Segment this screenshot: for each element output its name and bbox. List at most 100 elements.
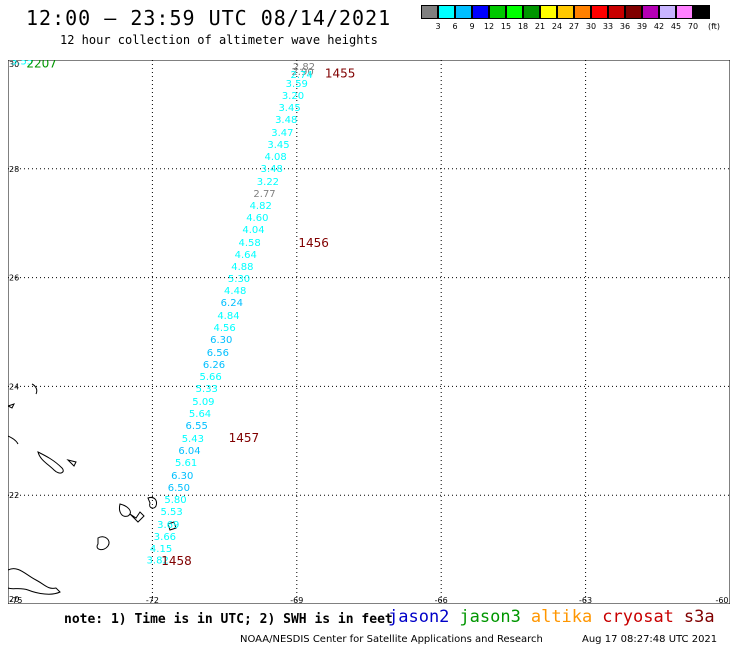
color-scale-label: 3 (435, 22, 441, 31)
color-swatch (608, 5, 625, 19)
wave-height-label: 4.48 (224, 286, 246, 297)
color-swatch (472, 5, 489, 19)
wave-height-label: 4.82 (250, 201, 272, 212)
wave-height-label: 3.59 (286, 79, 308, 90)
color-swatch (540, 5, 557, 19)
color-scale-label: 24 (551, 22, 563, 31)
color-scale-label: 21 (534, 22, 546, 31)
wave-height-label: 5.80 (164, 495, 186, 506)
satellite-legend: jason2 jason3 altika cryosat s3a (388, 607, 715, 627)
wave-height-label: 2.77 (253, 189, 275, 200)
axis-ticks: -75 -72 -69 -66 -63 -60 30 28 26 24 22 20 (9, 60, 729, 604)
y-tick-label: 30 (9, 60, 19, 69)
color-scale-unit: (ft) (707, 22, 721, 31)
pass-time-label: 1456 (298, 236, 329, 250)
color-scale-label: 15 (500, 22, 512, 31)
wave-height-label: 2.90 (291, 67, 313, 78)
wave-height-label: 3.82 (147, 556, 169, 567)
color-scale-label: 30 (585, 22, 597, 31)
color-swatch (489, 5, 506, 19)
y-tick-label: 24 (9, 382, 19, 391)
color-scale-label: 36 (619, 22, 631, 31)
color-swatch (625, 5, 642, 19)
color-swatch (523, 5, 540, 19)
y-tick-label: 26 (9, 274, 19, 283)
hispaniola-coast (8, 568, 61, 595)
wave-height-label: 6.56 (207, 348, 229, 359)
footer-note: note: 1) Time is in UTC; 2) SWH is in fe… (64, 612, 393, 627)
pass-time-labels: 1455 1456 1457 1458 2207 (26, 60, 355, 568)
pass-time-label: 1458 (161, 554, 192, 568)
wave-height-label: 5.64 (189, 409, 211, 420)
color-scale-label: 6 (452, 22, 458, 31)
wave-height-label: 5.09 (192, 397, 214, 408)
corner-wave-label: 3.55 (11, 60, 33, 68)
bahamas-island-4 (31, 383, 38, 395)
wave-height-label: 6.55 (186, 421, 208, 432)
color-swatch (676, 5, 693, 19)
color-swatch (506, 5, 523, 19)
wave-height-label: 4.56 (213, 323, 235, 334)
pass-time-label: 1455 (325, 66, 356, 80)
wave-height-label: 3.48 (261, 164, 283, 175)
color-swatch (693, 5, 710, 19)
x-tick-label: -60 (715, 596, 728, 604)
wave-height-label: 3.47 (271, 128, 293, 139)
color-scale-label: 18 (517, 22, 529, 31)
wave-height-label: 5.66 (200, 372, 222, 383)
wave-height-label: 3.48 (275, 115, 297, 126)
satellite-legend-item: altika (530, 607, 593, 627)
wave-height-label: 3.45 (267, 140, 289, 151)
bahamas-island-2 (8, 435, 19, 445)
islands-cluster-a (129, 511, 145, 523)
wave-height-label: 6.04 (178, 446, 200, 457)
bahamas-island-1 (37, 451, 64, 474)
corner-time-label: 2207 (26, 60, 57, 70)
wave-height-label: 3.69 (157, 520, 179, 531)
wave-height-label: 5.61 (175, 458, 197, 469)
x-tick-label: -69 (290, 596, 303, 604)
wave-height-label: 6.30 (171, 471, 193, 482)
turks-islands (147, 497, 157, 509)
wave-height-label: 6.30 (210, 335, 232, 346)
color-swatch (642, 5, 659, 19)
pass-time-label: 1457 (229, 431, 260, 445)
bahamas-island-3 (66, 459, 77, 467)
y-tick-label: 22 (9, 491, 19, 500)
color-scale-labels: 3 6 9 12 15 18 21 24 27 30 33 36 39 42 45 70 (ft) (421, 22, 740, 34)
wave-height-label: 4.04 (242, 225, 264, 236)
color-swatch (421, 5, 438, 19)
color-scale-label: 9 (469, 22, 475, 31)
satellite-legend-item: jason2 (388, 607, 450, 627)
wave-height-label: 2.82 (293, 62, 315, 73)
color-swatches (421, 5, 710, 19)
x-tick-label: -66 (435, 596, 448, 604)
wave-height-label: 3.45 (278, 103, 300, 114)
footer-timestamp: Aug 17 08:27:48 UTC 2021 (582, 634, 718, 645)
color-swatch (557, 5, 574, 19)
satellite-legend-item: cryosat (602, 607, 674, 627)
page-title: 12:00 – 23:59 UTC 08/14/2021 (26, 6, 392, 30)
wave-height-label: 3.22 (257, 177, 279, 188)
wave-height-label: 5.33 (196, 384, 218, 395)
color-scale-label: 39 (636, 22, 648, 31)
satellite-legend-item: jason3 (459, 607, 521, 627)
footer-credit: NOAA/NESDIS Center for Satellite Applica… (240, 634, 543, 645)
color-swatch (438, 5, 455, 19)
color-swatch (455, 5, 472, 19)
bahamas-island-6 (119, 503, 131, 517)
wave-height-label: 4.88 (231, 262, 253, 273)
map-grid (8, 60, 730, 604)
wave-height-label: 3.20 (282, 91, 304, 102)
wave-height-label: 4.15 (150, 544, 172, 555)
color-scale-label: 12 (483, 22, 495, 31)
color-scale-label: 33 (602, 22, 614, 31)
islands-cluster-b (167, 521, 177, 531)
color-scale-label: 45 (670, 22, 682, 31)
color-scale-label: 42 (653, 22, 665, 31)
color-swatch (591, 5, 608, 19)
wave-height-label: 5.43 (182, 434, 204, 445)
wave-height-label: 4.08 (264, 152, 286, 163)
y-tick-label: 20 (9, 595, 19, 604)
x-tick-label: -75 (9, 596, 22, 604)
